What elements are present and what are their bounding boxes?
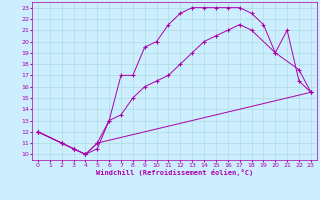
X-axis label: Windchill (Refroidissement éolien,°C): Windchill (Refroidissement éolien,°C): [96, 169, 253, 176]
